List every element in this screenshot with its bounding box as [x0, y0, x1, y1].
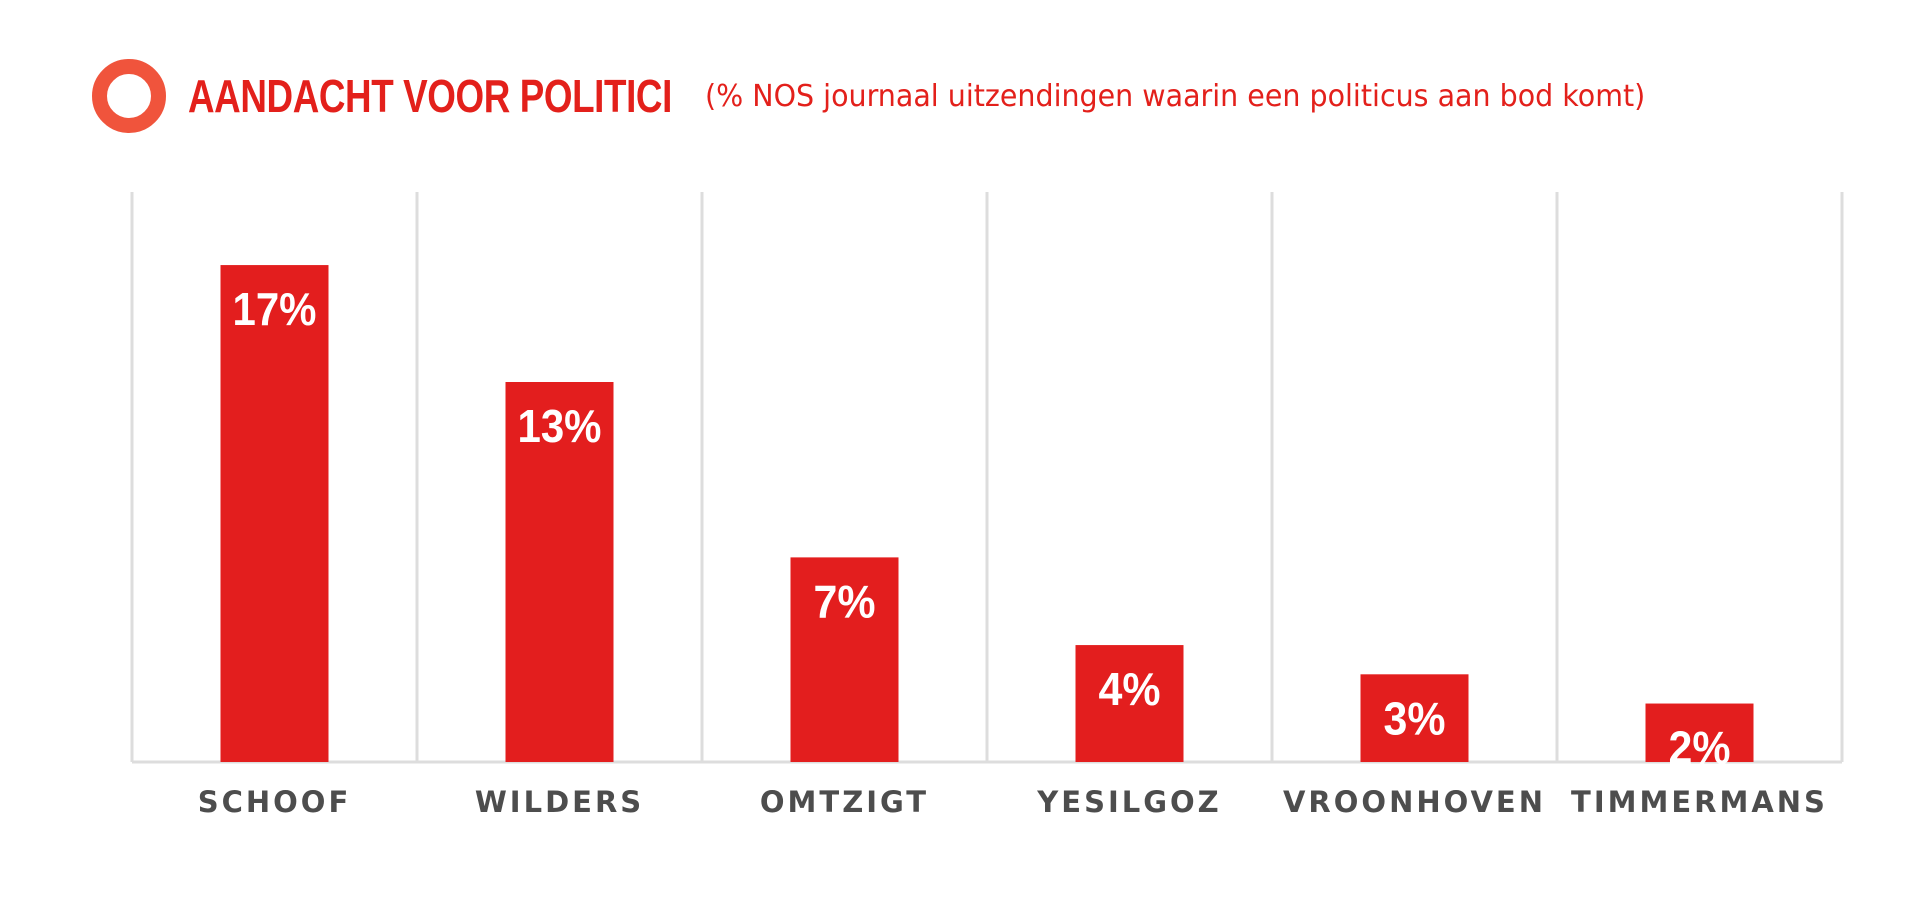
value-label: 4%: [1099, 663, 1161, 715]
bar-omtzigt: [790, 557, 899, 762]
bar-yesilgoz: [1075, 645, 1184, 762]
bar-vroonhoven: [1360, 674, 1469, 762]
category-label: WILDERS: [475, 785, 644, 819]
value-label: 7%: [814, 575, 876, 627]
category-label: OMTZIGT: [760, 785, 929, 819]
category-label: VROONHOVEN: [1283, 785, 1546, 819]
category-label: TIMMERMANS: [1571, 785, 1828, 819]
chart-subtitle: (% NOS journaal uitzendingen waarin een …: [705, 78, 1646, 114]
value-label: 2%: [1669, 722, 1731, 774]
bar-schoof: [220, 265, 329, 762]
bar-timmermans: [1645, 703, 1754, 762]
chart-title: AANDACHT VOOR POLITICI: [188, 70, 672, 122]
chart-header: AANDACHT VOOR POLITICI (% NOS journaal u…: [92, 58, 1695, 134]
category-label: SCHOOF: [198, 785, 352, 819]
value-label: 17%: [233, 283, 317, 335]
value-label: 3%: [1384, 692, 1446, 744]
category-label: YESILGOZ: [1036, 785, 1221, 819]
value-label: 13%: [518, 400, 602, 452]
bar-wilders: [505, 382, 614, 762]
